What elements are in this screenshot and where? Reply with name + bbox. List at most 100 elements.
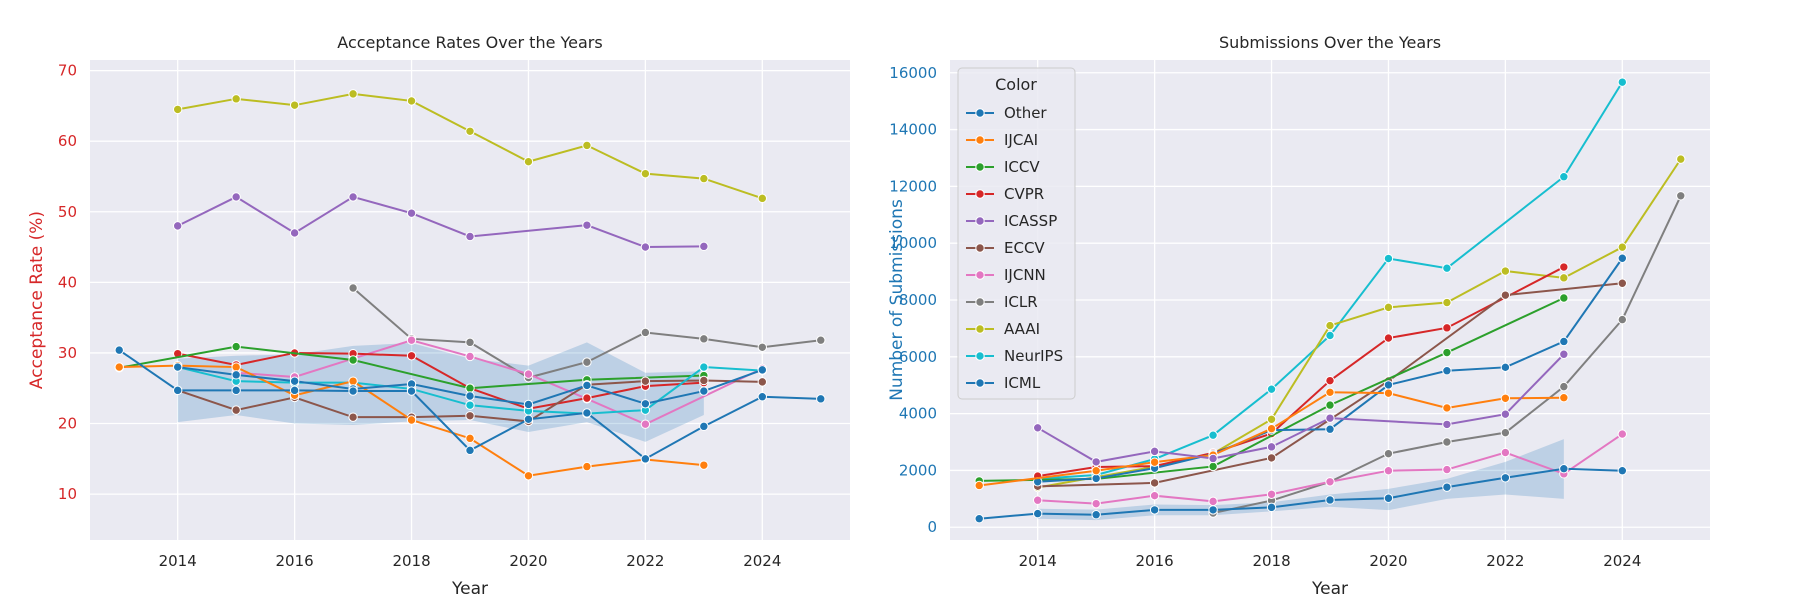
data-point xyxy=(1149,478,1160,488)
legend-label-cvpr: CVPR xyxy=(1004,185,1044,203)
chart-panel-1: 2014 2016 2018 2020 2022 2024 10 20 30 40 50 60 70 Ac… xyxy=(27,33,850,599)
data-point xyxy=(757,392,768,402)
series-line-other xyxy=(979,467,1623,520)
data-point xyxy=(465,126,475,136)
data-point xyxy=(348,89,358,99)
series-other xyxy=(114,345,826,464)
series-icassp xyxy=(1032,349,1569,467)
series-icml xyxy=(1032,253,1628,487)
data-point xyxy=(1500,362,1511,373)
legend-swatch-marker xyxy=(975,216,985,226)
data-point xyxy=(406,96,417,106)
data-point xyxy=(1617,253,1628,263)
data-point xyxy=(1442,482,1452,492)
y-tick-label: 30 xyxy=(58,344,77,362)
x-tick-label: 2020 xyxy=(509,552,547,570)
data-point xyxy=(114,362,124,372)
data-point xyxy=(1500,447,1511,458)
data-point xyxy=(1383,448,1394,459)
data-point xyxy=(1500,266,1511,276)
data-point xyxy=(348,386,358,396)
data-point xyxy=(231,192,241,202)
x-tick-label: 2016 xyxy=(1136,552,1174,570)
data-point xyxy=(640,454,651,464)
data-point xyxy=(1442,464,1452,475)
data-point xyxy=(1676,191,1686,201)
y-tick-label: 8000 xyxy=(899,291,937,309)
y-tick-label: 16000 xyxy=(889,64,937,82)
x-tick-label: 2016 xyxy=(276,552,314,570)
data-point xyxy=(406,335,417,345)
data-point xyxy=(640,242,651,252)
x-tick-label: 2018 xyxy=(392,552,430,570)
data-point xyxy=(1266,442,1277,452)
chart-title: Submissions Over the Years xyxy=(1219,33,1441,52)
data-point xyxy=(1325,495,1335,505)
data-point xyxy=(523,471,534,481)
data-point xyxy=(816,394,826,404)
x-tick-label: 2020 xyxy=(1369,552,1407,570)
data-point xyxy=(1559,349,1569,359)
data-point xyxy=(699,241,709,252)
series-line-ijcai xyxy=(979,391,1564,487)
data-point xyxy=(1383,302,1394,313)
data-point xyxy=(699,362,709,372)
data-point xyxy=(1559,336,1569,347)
data-point xyxy=(465,337,475,348)
data-point xyxy=(1325,477,1335,487)
x-tick-label: 2014 xyxy=(1019,552,1057,570)
data-point xyxy=(172,385,183,396)
legend-label-ijcai: IJCAI xyxy=(1004,131,1038,149)
data-point xyxy=(757,377,768,387)
data-point xyxy=(1383,388,1394,398)
data-point xyxy=(231,405,241,415)
data-point xyxy=(1325,413,1335,423)
data-point xyxy=(1559,381,1569,392)
data-point xyxy=(348,412,358,422)
data-point xyxy=(1442,366,1452,376)
legend-swatch-marker xyxy=(975,108,985,118)
data-point xyxy=(1617,77,1628,87)
x-tick-label: 2018 xyxy=(1252,552,1290,570)
y-tick-label: 70 xyxy=(58,62,77,80)
data-point xyxy=(1208,430,1218,440)
data-point xyxy=(406,386,417,396)
data-point xyxy=(699,421,709,432)
y-tick-label: 60 xyxy=(58,132,77,150)
data-point xyxy=(231,341,241,352)
data-point xyxy=(1442,419,1452,430)
x-tick-label: 2024 xyxy=(743,552,781,570)
data-point xyxy=(289,228,300,238)
data-point xyxy=(523,369,534,379)
series-line-iccv xyxy=(119,345,704,390)
x-tick-label: 2014 xyxy=(159,552,197,570)
series-aaai xyxy=(172,89,768,204)
data-point xyxy=(1500,393,1511,403)
chart-title: Acceptance Rates Over the Years xyxy=(337,33,602,52)
legend-label-icassp: ICASSP xyxy=(1004,212,1057,230)
data-point xyxy=(1325,387,1335,398)
data-point xyxy=(465,433,475,444)
data-point xyxy=(1442,437,1452,447)
data-point xyxy=(582,140,592,151)
series-icassp xyxy=(172,192,709,252)
data-point xyxy=(1266,423,1277,434)
data-point xyxy=(1617,242,1628,252)
data-point xyxy=(231,362,241,372)
data-point xyxy=(582,380,592,391)
legend-box xyxy=(957,67,1076,400)
data-point xyxy=(231,94,241,104)
data-point xyxy=(1091,498,1101,509)
legend-label-aaai: AAAI xyxy=(1004,320,1040,338)
data-point xyxy=(640,376,651,386)
legend: Color Other IJCAI ICCV CVPR ICASSP ECCV IJCNN IC… xyxy=(957,67,1076,400)
data-point xyxy=(582,408,592,418)
legend-label-iclr: ICLR xyxy=(1004,293,1038,311)
data-point xyxy=(1149,446,1160,457)
data-point xyxy=(1325,400,1335,410)
series-icml xyxy=(172,362,768,410)
legend-label-iccv: ICCV xyxy=(1004,158,1040,176)
data-point xyxy=(1032,423,1043,433)
series-ijcnn xyxy=(1032,429,1628,509)
data-point xyxy=(640,168,651,179)
